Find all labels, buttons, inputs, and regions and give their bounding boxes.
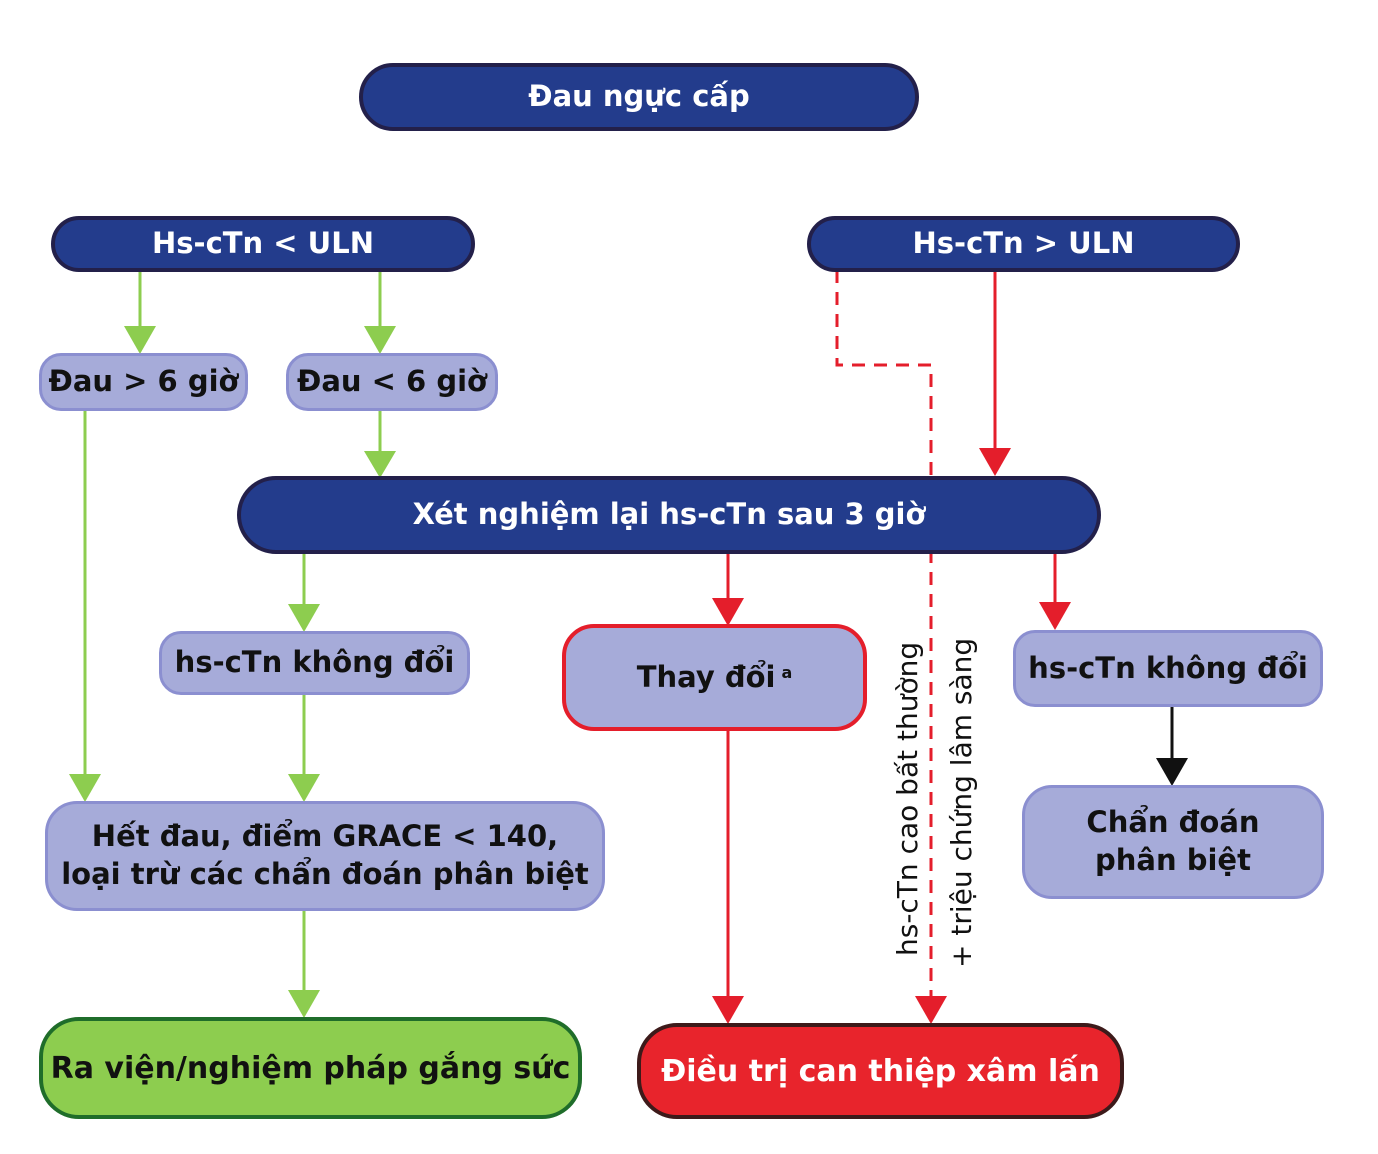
edge-label-clinical-symptoms: + triệu chứng lâm sàng [945, 637, 978, 968]
node-pain-under-6h-label: Đau < 6 giờ [297, 364, 487, 399]
node-differential-line2: phân biệt [1095, 843, 1251, 877]
node-pain-under-6h: Đau < 6 giờ [286, 353, 498, 411]
node-retest-3h-label: Xét nghiệm lại hs-cTn sau 3 giờ [412, 497, 926, 532]
node-no-pain-grace: Hết đau, điểm GRACE < 140, loại trừ các … [45, 801, 605, 911]
node-retest-3h: Xét nghiệm lại hs-cTn sau 3 giờ [237, 476, 1101, 554]
node-changed-label: Thay đổi [636, 659, 776, 694]
red-arrows [712, 270, 1071, 1024]
node-differential-line1: Chẩn đoán [1086, 805, 1260, 840]
node-changed: Thay đổi a [562, 624, 867, 731]
node-no-pain-grace-line2: loại trừ các chẩn đoán phân biệt [61, 857, 589, 891]
node-unchanged-left-label: hs-cTn không đổi [174, 645, 455, 680]
node-pain-over-6h: Đau > 6 giờ [39, 353, 248, 411]
node-chest-pain-label: Đau ngực cấp [528, 79, 750, 114]
node-pain-over-6h-label: Đau > 6 giờ [48, 364, 239, 399]
node-changed-superscript: a [781, 663, 793, 683]
node-hs-ctn-below-uln: Hs-cTn < ULN [51, 216, 475, 272]
node-no-pain-grace-line1: Hết đau, điểm GRACE < 140, [91, 819, 559, 854]
node-discharge: Ra viện/nghiệm pháp gắng sức [39, 1017, 582, 1119]
node-invasive: Điều trị can thiệp xâm lấn [637, 1023, 1124, 1119]
node-hs-ctn-above-uln-label: Hs-cTn > ULN [912, 226, 1135, 261]
node-differential: Chẩn đoán phân biệt [1022, 785, 1324, 899]
green-arrows [69, 270, 396, 1018]
red-dashed-path [835, 270, 947, 1024]
node-chest-pain: Đau ngực cấp [359, 63, 919, 131]
node-hs-ctn-above-uln: Hs-cTn > ULN [807, 216, 1240, 272]
node-discharge-label: Ra viện/nghiệm pháp gắng sức [50, 1050, 571, 1086]
node-unchanged-right-label: hs-cTn không đổi [1028, 650, 1308, 685]
node-invasive-label: Điều trị can thiệp xâm lấn [661, 1053, 1100, 1089]
node-unchanged-left: hs-cTn không đổi [159, 631, 470, 695]
edge-label-abnormal-hs-ctn: hs-cTn cao bất thường [891, 641, 924, 956]
node-hs-ctn-below-uln-label: Hs-cTn < ULN [152, 226, 374, 261]
node-unchanged-right: hs-cTn không đổi [1013, 630, 1323, 707]
black-arrow [1156, 706, 1188, 786]
